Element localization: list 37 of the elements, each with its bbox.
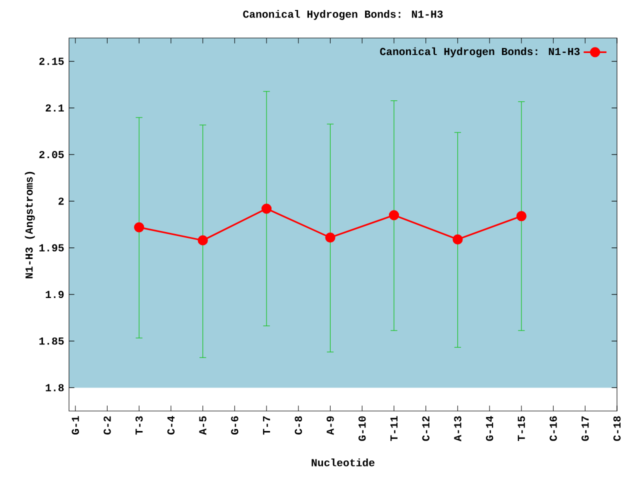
x-tick-label: C-4 (167, 416, 175, 434)
x-tick-label: T-7 (263, 416, 270, 435)
point (325, 232, 336, 243)
chart-title: Canonical Hydrogen Bonds: N1-H3 (243, 10, 443, 20)
x-tick-label: T-15 (518, 416, 525, 441)
y-tick-label: 2.05 (39, 150, 64, 158)
x-tick-label: C-16 (550, 416, 557, 441)
x-tick-label: G-14 (486, 416, 494, 441)
x-tick-label: A-5 (199, 416, 206, 435)
y-tick-label: 1.95 (39, 244, 64, 252)
x-tick-label: G-6 (231, 416, 238, 434)
x-tick-label: G-1 (72, 416, 79, 434)
x-tick-label: C-12 (422, 416, 430, 441)
x-tick-label: T-11 (390, 416, 398, 441)
point (134, 222, 144, 232)
point (261, 204, 272, 214)
y-axis-title: N1-H3 (Angstroms) (24, 172, 35, 278)
point (452, 234, 463, 244)
y-tick-label: 1.85 (39, 337, 64, 345)
y-tick-label: 2.15 (39, 58, 64, 65)
y-tick-label: 1.9 (46, 290, 64, 298)
x-tick-label: C-18 (613, 416, 621, 441)
y-tick-label: 2.1 (46, 104, 64, 112)
y-tick-label: 2 (58, 198, 64, 205)
x-tick-label: A-13 (454, 416, 462, 442)
legend-label: Canonical Hydrogen Bonds: N1-H3 (380, 47, 580, 58)
x-tick-label: T-3 (135, 416, 143, 435)
y-tick-label: 1.8 (46, 384, 64, 392)
x-tick-label: A-9 (326, 416, 334, 435)
x-tick-label: C-2 (104, 416, 111, 434)
point (388, 210, 400, 220)
point (198, 235, 208, 246)
x-tick-label: G-17 (582, 416, 589, 441)
x-axis-title: Nucleotide (312, 458, 374, 466)
x-tick-label: G-10 (358, 416, 366, 441)
x-tick-label: C-8 (294, 416, 302, 434)
point (516, 211, 526, 222)
